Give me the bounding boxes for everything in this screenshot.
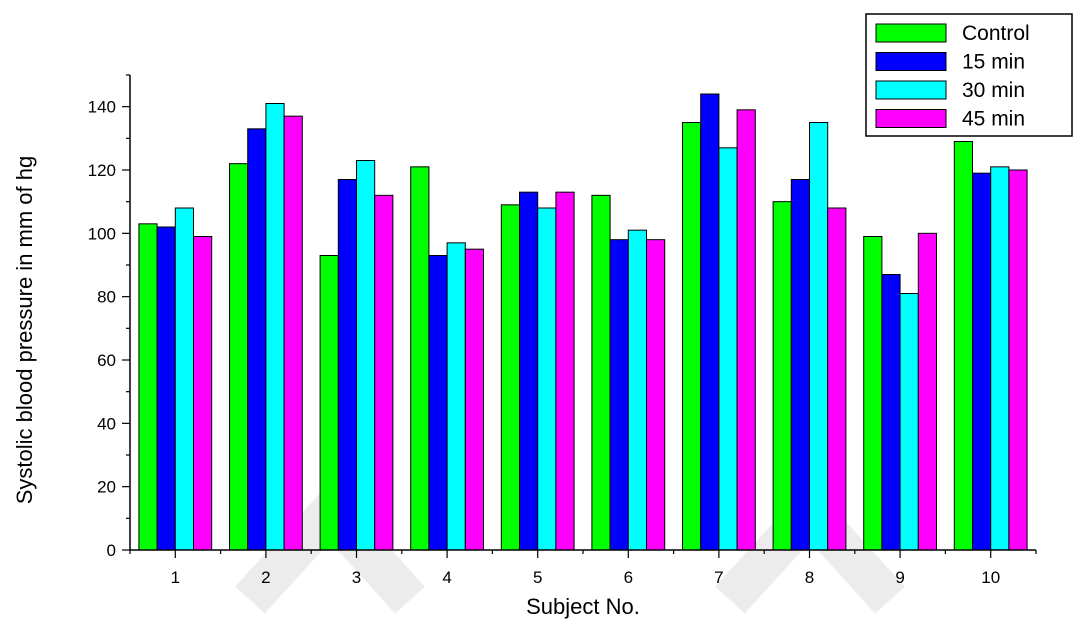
bar-30-min-subject-4 xyxy=(446,242,466,551)
x-tick-label: 1 xyxy=(171,568,180,587)
bar-control-subject-7 xyxy=(682,122,702,551)
y-tick-label: 20 xyxy=(97,478,116,497)
bar-control-subject-3 xyxy=(319,255,339,551)
y-tick-label: 100 xyxy=(88,224,116,243)
legend-swatch-control xyxy=(875,23,947,43)
bar-15-min-subject-9 xyxy=(881,274,901,551)
y-tick-label: 140 xyxy=(88,98,116,117)
legend-label: 30 min xyxy=(962,79,1025,102)
legend: Control 15 min 30 min 45 min xyxy=(865,13,1073,137)
legend-label: Control xyxy=(962,22,1030,45)
legend-swatch-45-min xyxy=(875,109,947,128)
bar-45-min-subject-7 xyxy=(736,109,756,551)
x-tick-label: 9 xyxy=(895,568,904,587)
bar-30-min-subject-7 xyxy=(718,147,738,551)
bar-30-min-subject-6 xyxy=(627,229,647,551)
legend-swatch-30-min xyxy=(875,80,947,100)
bar-45-min-subject-3 xyxy=(374,194,394,551)
y-tick-label: 80 xyxy=(97,288,116,307)
bar-45-min-subject-6 xyxy=(646,239,666,551)
x-tick-label: 10 xyxy=(981,568,1000,587)
bar-45-min-subject-2 xyxy=(283,115,303,551)
legend-label: 15 min xyxy=(962,51,1025,74)
legend-label: 45 min xyxy=(962,108,1025,131)
bar-30-min-subject-10 xyxy=(990,166,1010,551)
bar-15-min-subject-6 xyxy=(609,239,629,551)
bar-45-min-subject-1 xyxy=(193,236,213,551)
axes: 0 20 40 60 80 100 120 140 1 2 3 4 5 6 7 8 9 10 xyxy=(88,74,1037,587)
bars xyxy=(138,93,1028,551)
bar-45-min-subject-9 xyxy=(917,232,937,551)
bar-15-min-subject-8 xyxy=(790,179,810,551)
bar-15-min-subject-5 xyxy=(519,191,539,551)
bar-control-subject-6 xyxy=(591,194,611,551)
y-tick-label: 60 xyxy=(97,351,116,370)
bar-45-min-subject-5 xyxy=(555,191,575,551)
bar-15-min-subject-2 xyxy=(247,128,267,551)
bar-30-min-subject-9 xyxy=(899,293,919,551)
bar-15-min-subject-4 xyxy=(428,255,448,551)
bar-control-subject-5 xyxy=(500,204,520,551)
x-axis-label: Subject No. xyxy=(526,594,640,619)
bar-45-min-subject-10 xyxy=(1008,169,1028,551)
bar-15-min-subject-1 xyxy=(156,226,176,551)
bar-control-subject-10 xyxy=(953,141,973,551)
bar-15-min-subject-10 xyxy=(972,172,992,551)
bar-control-subject-1 xyxy=(138,223,158,551)
bar-control-subject-2 xyxy=(229,163,249,551)
y-axis-label: Systolic blood pressure in mm of hg xyxy=(12,156,37,505)
x-tick-label: 3 xyxy=(352,568,361,587)
bar-30-min-subject-1 xyxy=(174,207,195,551)
bar-control-subject-4 xyxy=(410,166,430,551)
bar-30-min-subject-2 xyxy=(265,103,285,551)
bar-control-subject-8 xyxy=(772,201,792,551)
x-tick-label: 6 xyxy=(624,568,633,587)
x-tick-label: 4 xyxy=(442,568,451,587)
bar-15-min-subject-3 xyxy=(337,179,357,551)
legend-swatch-15-min xyxy=(875,52,947,71)
y-tick-label: 40 xyxy=(97,414,116,433)
bar-30-min-subject-8 xyxy=(809,122,829,551)
bar-30-min-subject-5 xyxy=(537,207,557,551)
bar-45-min-subject-4 xyxy=(464,248,484,551)
y-tick-label: 120 xyxy=(88,161,116,180)
x-tick-label: 8 xyxy=(805,568,814,587)
x-tick-label: 7 xyxy=(714,568,723,587)
x-tick-label: 2 xyxy=(261,568,270,587)
bar-15-min-subject-7 xyxy=(700,93,720,551)
bar-control-subject-9 xyxy=(863,236,883,551)
bar-30-min-subject-3 xyxy=(356,160,376,551)
y-tick-label: 0 xyxy=(107,541,116,560)
x-tick-label: 5 xyxy=(533,568,542,587)
bar-45-min-subject-8 xyxy=(827,207,847,551)
